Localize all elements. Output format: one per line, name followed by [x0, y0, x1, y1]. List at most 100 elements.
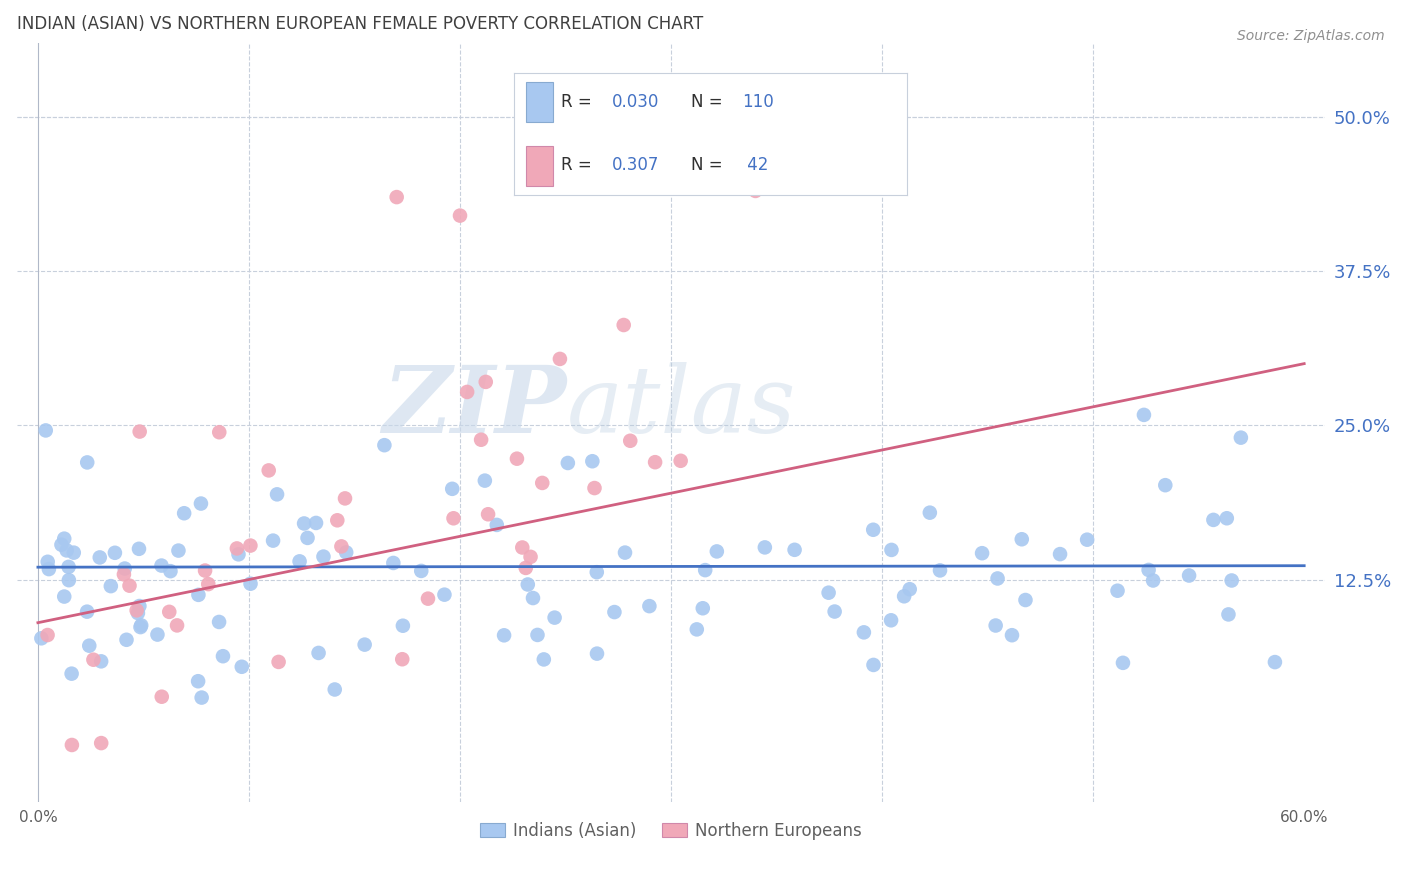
Point	[190, 497, 212, 511]
Point	[1014, 593, 1036, 607]
Point	[129, 618, 152, 632]
Text: atlas: atlas	[567, 362, 796, 452]
Point	[292, 516, 315, 531]
Point	[100, 579, 122, 593]
Point	[1178, 568, 1201, 582]
Point	[60, 738, 83, 752]
Point	[77, 639, 100, 653]
Point	[267, 655, 290, 669]
Point	[197, 577, 219, 591]
Point	[373, 438, 395, 452]
Point	[1218, 607, 1240, 622]
Point	[128, 425, 150, 439]
Point	[862, 523, 884, 537]
Point	[312, 549, 335, 564]
Point	[38, 562, 60, 576]
Point	[231, 660, 253, 674]
Point	[166, 618, 188, 632]
Point	[474, 375, 496, 389]
Point	[754, 541, 776, 555]
Point	[225, 541, 247, 556]
Point	[706, 544, 728, 558]
Text: Source: ZipAtlas.com: Source: ZipAtlas.com	[1237, 29, 1385, 43]
Point	[984, 618, 1007, 632]
Point	[118, 579, 141, 593]
Point	[456, 384, 478, 399]
Point	[880, 613, 903, 627]
Point	[62, 546, 84, 560]
Point	[90, 654, 112, 668]
Point	[898, 582, 921, 597]
Point	[37, 555, 59, 569]
Point	[893, 589, 915, 603]
Point	[433, 588, 456, 602]
Point	[477, 508, 499, 522]
Point	[308, 646, 330, 660]
Point	[441, 482, 464, 496]
Point	[288, 554, 311, 568]
Point	[603, 605, 626, 619]
Point	[37, 628, 59, 642]
Point	[516, 577, 538, 591]
Point	[852, 625, 875, 640]
Point	[128, 599, 150, 613]
Point	[695, 563, 717, 577]
Point	[104, 546, 127, 560]
Point	[531, 475, 554, 490]
Point	[510, 541, 533, 555]
Point	[114, 561, 136, 575]
Point	[557, 456, 579, 470]
Point	[82, 653, 104, 667]
Point	[167, 543, 190, 558]
Point	[30, 632, 52, 646]
Point	[494, 628, 516, 642]
Legend: Indians (Asian), Northern Europeans: Indians (Asian), Northern Europeans	[474, 815, 869, 847]
Point	[115, 632, 138, 647]
Point	[127, 606, 149, 620]
Text: INDIAN (ASIAN) VS NORTHERN EUROPEAN FEMALE POVERTY CORRELATION CHART: INDIAN (ASIAN) VS NORTHERN EUROPEAN FEMA…	[17, 15, 703, 33]
Point	[187, 588, 209, 602]
Point	[35, 424, 58, 438]
Point	[824, 605, 846, 619]
Point	[190, 690, 212, 705]
Point	[744, 184, 766, 198]
Point	[58, 559, 80, 574]
Point	[581, 454, 603, 468]
Point	[330, 540, 353, 554]
Point	[449, 209, 471, 223]
Point	[638, 599, 661, 614]
Point	[125, 603, 148, 617]
Point	[1220, 574, 1243, 588]
Text: ZIP: ZIP	[382, 362, 567, 452]
Point	[1202, 513, 1225, 527]
Point	[173, 506, 195, 520]
Point	[385, 190, 408, 204]
Point	[391, 652, 413, 666]
Point	[128, 541, 150, 556]
Point	[262, 533, 284, 548]
Point	[257, 463, 280, 477]
Point	[239, 576, 262, 591]
Point	[60, 666, 83, 681]
Point	[323, 682, 346, 697]
Point	[90, 736, 112, 750]
Point	[1011, 533, 1033, 547]
Point	[1264, 655, 1286, 669]
Point	[929, 563, 952, 577]
Point	[51, 538, 73, 552]
Point	[228, 547, 250, 561]
Point	[150, 690, 173, 704]
Point	[533, 652, 555, 666]
Point	[297, 531, 319, 545]
Point	[416, 591, 439, 606]
Point	[208, 425, 231, 440]
Point	[212, 649, 235, 664]
Point	[53, 532, 76, 546]
Point	[112, 567, 135, 582]
Point	[1133, 408, 1156, 422]
Point	[1137, 563, 1160, 577]
Point	[58, 573, 80, 587]
Point	[613, 318, 636, 332]
Point	[485, 517, 508, 532]
Point	[543, 610, 565, 624]
